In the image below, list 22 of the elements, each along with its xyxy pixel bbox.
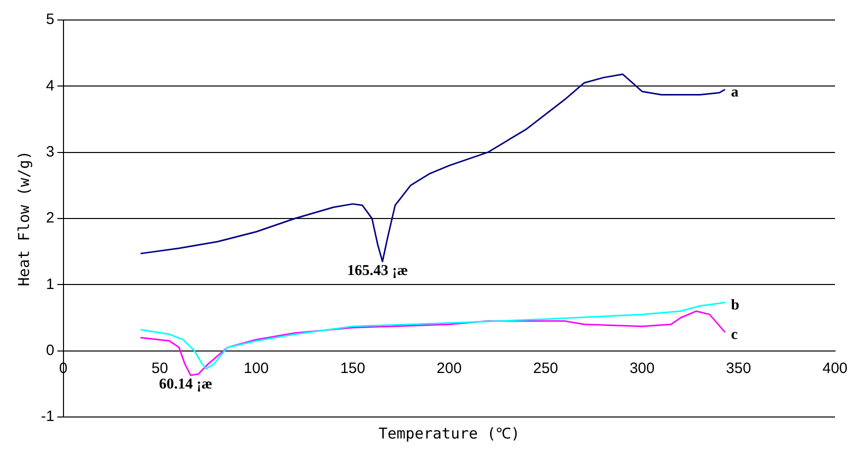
x-tick-label: 150 bbox=[340, 360, 366, 377]
y-tick-label: 3 bbox=[46, 143, 54, 160]
annotation: 60.14 ¡æ bbox=[159, 376, 212, 393]
y-tick-label: 2 bbox=[46, 210, 54, 227]
y-axis-title: Heat Flow (w/g) bbox=[14, 150, 33, 286]
y-tick-label: -1 bbox=[40, 408, 54, 426]
annotation: 165.43 ¡æ bbox=[347, 262, 408, 279]
y-tick-label: 1 bbox=[46, 276, 54, 293]
x-tick-label: 250 bbox=[533, 360, 558, 377]
series-label: c bbox=[731, 327, 738, 344]
x-tick-label: 400 bbox=[822, 360, 848, 377]
x-tick-label: 350 bbox=[726, 360, 752, 377]
series-label: b bbox=[731, 297, 740, 314]
x-axis-title: Temperature (℃) bbox=[378, 424, 520, 442]
series-label: a bbox=[731, 84, 740, 100]
y-tick-label: 0 bbox=[46, 342, 54, 359]
x-tick-label: 300 bbox=[630, 360, 655, 377]
y-tick-label: 5 bbox=[46, 11, 54, 28]
x-tick-label: 50 bbox=[151, 360, 168, 377]
x-tick-label: 200 bbox=[436, 360, 462, 377]
y-tick-label: 4 bbox=[46, 77, 54, 94]
x-tick-label: 100 bbox=[244, 360, 269, 377]
